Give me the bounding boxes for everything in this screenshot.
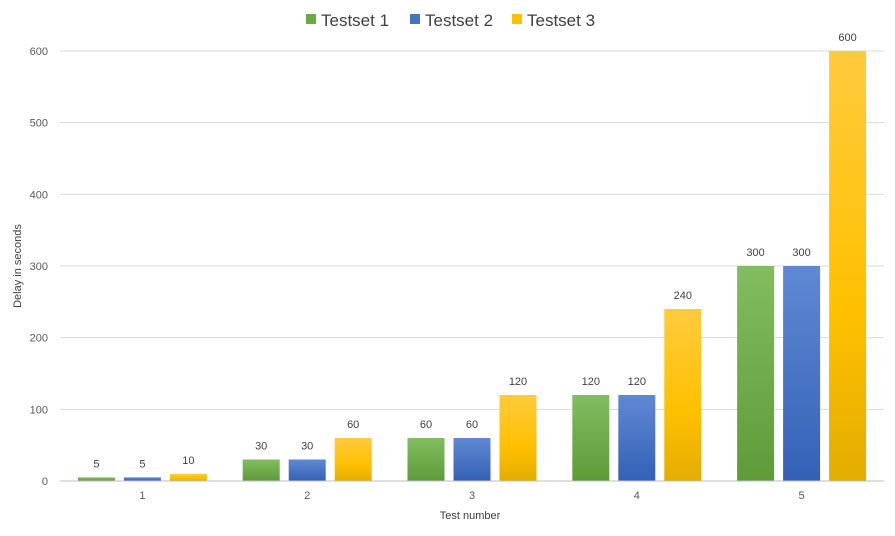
y-tick-label: 600 (30, 46, 48, 58)
data-label: 120 (509, 376, 527, 388)
bar (618, 395, 656, 481)
bar (77, 477, 115, 481)
legend-swatch (306, 14, 316, 24)
bar (829, 51, 867, 481)
data-label: 60 (420, 419, 432, 431)
data-label: 60 (347, 419, 359, 431)
legend-item: Testset 1 (306, 11, 389, 30)
y-axis-title: Delay in seconds (12, 224, 24, 308)
bar (288, 459, 326, 481)
data-label: 30 (301, 441, 313, 453)
legend-label: Testset 2 (425, 11, 493, 30)
data-label: 60 (466, 419, 478, 431)
data-label: 120 (582, 376, 600, 388)
legend-swatch (512, 14, 522, 24)
data-label: 5 (93, 458, 99, 470)
x-tick-label: 5 (799, 490, 805, 502)
y-tick-label: 200 (30, 333, 48, 345)
bar (664, 309, 702, 481)
axes: 0 100 200 300 400 500 600 1 2 3 4 5 (30, 46, 884, 502)
x-tick-label: 3 (469, 490, 475, 502)
bars (77, 51, 867, 481)
data-label: 10 (182, 455, 194, 467)
legend: Testset 1 Testset 2 Testset 3 (306, 11, 595, 30)
data-label: 240 (674, 290, 692, 302)
legend-swatch (410, 14, 420, 24)
bar (123, 477, 161, 481)
bar (242, 459, 280, 481)
bar (407, 438, 445, 481)
legend-label: Testset 1 (321, 11, 389, 30)
y-tick-label: 300 (30, 261, 48, 273)
x-axis-title: Test number (440, 510, 501, 522)
bar (572, 395, 610, 481)
legend-item: Testset 3 (512, 11, 595, 30)
bar (169, 473, 207, 481)
bar (499, 395, 537, 481)
bar (334, 438, 372, 481)
bar (453, 438, 491, 481)
data-label: 300 (746, 247, 764, 259)
data-label: 120 (628, 376, 646, 388)
data-label: 300 (792, 247, 810, 259)
y-tick-label: 0 (42, 476, 48, 488)
legend-label: Testset 3 (527, 11, 595, 30)
y-tick-label: 400 (30, 189, 48, 201)
data-labels: 5 5 10 30 30 60 60 60 120 120 120 240 300 300 600 (93, 32, 856, 470)
x-tick-label: 2 (304, 490, 310, 502)
bar (737, 266, 775, 481)
y-tick-label: 500 (30, 118, 48, 130)
legend-item: Testset 2 (410, 11, 493, 30)
data-label: 30 (255, 441, 267, 453)
x-tick-label: 4 (634, 490, 640, 502)
x-tick-label: 1 (139, 490, 145, 502)
data-label: 5 (139, 458, 145, 470)
y-tick-label: 100 (30, 404, 48, 416)
bar (783, 266, 821, 481)
data-label: 600 (838, 32, 856, 44)
